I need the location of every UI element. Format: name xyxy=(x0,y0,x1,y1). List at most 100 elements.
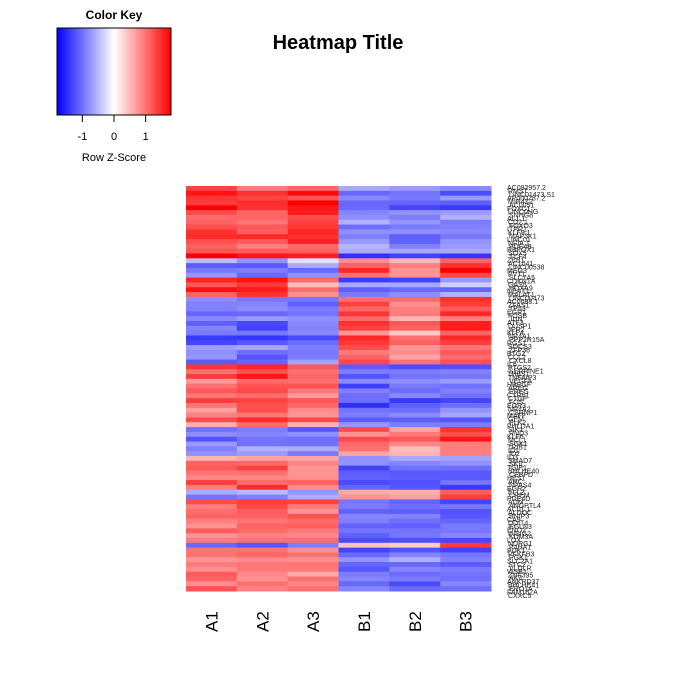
heatmap-cell xyxy=(338,542,390,549)
heatmap-cell xyxy=(287,480,339,486)
heatmap-cell xyxy=(389,446,441,452)
row-label: SLC2A1 xyxy=(507,558,533,565)
heatmap-cell xyxy=(389,369,441,375)
row-label: NFIA.1 xyxy=(508,240,530,247)
row-label: DDIT4 xyxy=(508,520,528,527)
heatmap-cell xyxy=(440,504,492,510)
heatmap-cell xyxy=(338,518,390,524)
row-label: FOS xyxy=(509,399,524,406)
heatmap-cell xyxy=(440,277,492,283)
row-label: SLC7A5 xyxy=(509,275,535,282)
heatmap-cell xyxy=(440,475,492,481)
heatmap-cell xyxy=(389,523,441,529)
heatmap-cell xyxy=(389,190,441,197)
heatmap-cell xyxy=(389,393,441,399)
row-label: SOCS3 xyxy=(508,344,532,351)
heatmap-cell xyxy=(236,224,289,230)
heatmap-cell xyxy=(236,412,289,418)
heatmap-cell xyxy=(236,518,289,524)
heatmap-cell xyxy=(186,345,238,351)
heatmap-cell xyxy=(338,210,390,216)
heatmap-cell xyxy=(186,253,238,259)
heatmap-cell xyxy=(440,205,492,211)
row-label: IER2 xyxy=(509,327,525,334)
heatmap-cell xyxy=(186,325,238,332)
heatmap-cell xyxy=(440,494,492,500)
heatmap-cell xyxy=(389,200,441,206)
heatmap-cell xyxy=(236,402,289,409)
heatmap-cell xyxy=(440,537,492,544)
row-label: FOXO3 xyxy=(509,223,533,230)
heatmap-cell xyxy=(440,325,492,332)
heatmap-cell xyxy=(440,427,492,433)
heatmap-cell xyxy=(440,195,492,201)
heatmap-cell xyxy=(338,311,390,317)
heatmap-cell xyxy=(440,186,492,192)
heatmap-cell xyxy=(236,586,289,592)
heatmap-cell xyxy=(389,234,441,240)
heatmap-cell xyxy=(338,349,390,356)
heatmap-cell xyxy=(389,359,441,365)
heatmap-cell xyxy=(186,263,238,269)
row-label: HES1 xyxy=(507,475,525,482)
heatmap-cell xyxy=(287,566,339,573)
heatmap-cell xyxy=(338,581,390,587)
row-label: ZEB1 xyxy=(507,258,525,265)
row-label: ID1 xyxy=(508,448,519,455)
heatmap-cell xyxy=(186,552,238,558)
heatmap-cell xyxy=(389,219,441,226)
row-label: TGIF1 xyxy=(507,465,527,472)
heatmap-cell xyxy=(186,465,238,471)
heatmap-cell xyxy=(236,345,289,351)
heatmap-cell xyxy=(236,446,289,452)
heatmap-cell xyxy=(338,509,390,515)
heatmap-cell xyxy=(236,374,289,380)
heatmap-cell xyxy=(389,345,441,351)
row-label: NDRG1 xyxy=(508,541,533,548)
heatmap-cell xyxy=(186,431,238,438)
heatmap-cell xyxy=(440,412,492,418)
row-label: KLF6 xyxy=(507,434,524,441)
heatmap-cell xyxy=(440,272,492,279)
heatmap-cell xyxy=(338,287,390,293)
heatmap-cell xyxy=(389,306,441,312)
heatmap-cell xyxy=(389,248,441,254)
heatmap-cell xyxy=(186,277,238,283)
row-label: THBS1 xyxy=(507,372,530,379)
heatmap-cell xyxy=(389,296,441,303)
row-label: SKIL xyxy=(509,462,524,469)
heatmap-cell xyxy=(338,586,390,592)
row-label: MCL1 xyxy=(508,437,527,444)
heatmap-cell xyxy=(389,287,441,293)
heatmap-cell xyxy=(338,345,390,351)
row-label: BTG2 xyxy=(507,351,525,358)
heatmap-cell xyxy=(338,272,390,279)
heatmap-cell xyxy=(186,581,238,587)
heatmap-cell xyxy=(186,205,238,211)
heatmap-cell xyxy=(186,214,238,221)
heatmap-cell xyxy=(338,330,390,336)
row-label: FAM162A xyxy=(507,590,538,597)
heatmap-cell xyxy=(287,465,339,471)
heatmap-cell xyxy=(440,200,492,206)
heatmap-cell xyxy=(440,528,492,534)
column-label-b1: B1 xyxy=(355,611,374,632)
heatmap-cell xyxy=(287,186,339,192)
heatmap-cell xyxy=(338,335,390,341)
heatmap-cell xyxy=(236,557,289,563)
heatmap-cell xyxy=(186,282,238,288)
heatmap-cell xyxy=(389,205,441,211)
heatmap-cell xyxy=(338,557,390,563)
heatmap-cell xyxy=(287,292,339,298)
heatmap-cell xyxy=(440,282,492,288)
heatmap-cell xyxy=(389,586,441,592)
heatmap-cell xyxy=(186,407,238,414)
heatmap-cell xyxy=(186,210,238,216)
heatmap-cell xyxy=(338,431,390,438)
heatmap-cell xyxy=(287,489,339,496)
row-label: RGS1 xyxy=(507,341,526,348)
heatmap-cell xyxy=(186,509,238,515)
heatmap-cell xyxy=(338,441,390,447)
heatmap-cell xyxy=(236,460,289,467)
heatmap-cell xyxy=(287,349,339,356)
